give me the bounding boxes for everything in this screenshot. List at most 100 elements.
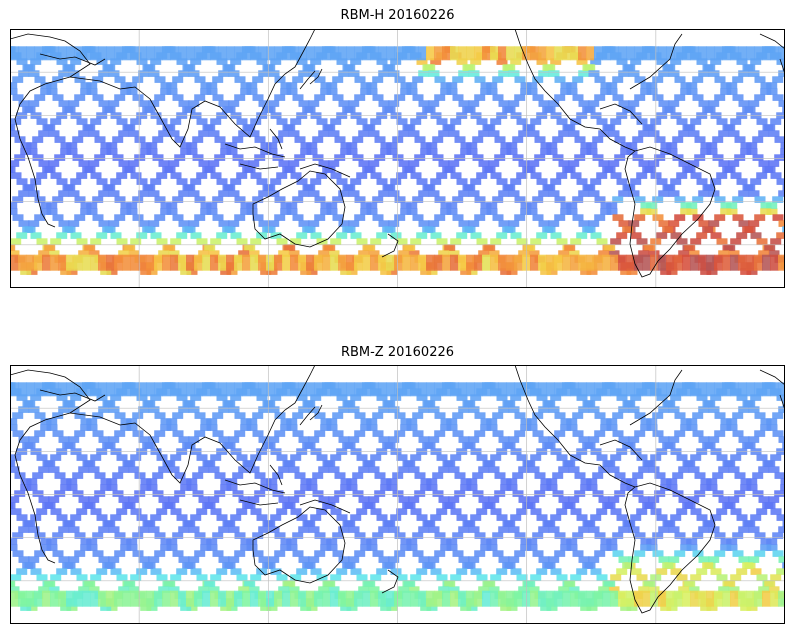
swath-cell	[464, 520, 476, 527]
swath-cell	[336, 178, 348, 185]
swath-cell	[98, 382, 107, 397]
swath-cell	[626, 604, 638, 611]
swath-cell	[50, 454, 62, 461]
swath-cell	[596, 508, 608, 515]
swath-cell	[688, 466, 700, 473]
swath-cell	[192, 490, 204, 497]
swath-cell	[230, 394, 242, 401]
swath-cell	[350, 568, 362, 575]
swath-cell	[134, 472, 146, 479]
swath-cell	[148, 556, 160, 563]
swath-cell	[610, 454, 622, 461]
swath-cell	[568, 496, 580, 503]
swath-cell	[258, 46, 267, 61]
swath-cell	[10, 46, 19, 61]
swath-cell	[114, 430, 126, 437]
swath-cell	[688, 496, 700, 503]
swath-cell	[586, 382, 595, 397]
swath-cell	[392, 154, 404, 161]
swath-cell	[160, 418, 172, 425]
swath-cell	[610, 46, 619, 61]
swath-cell	[326, 88, 338, 95]
swath-cell	[130, 172, 142, 179]
swath-cell	[706, 142, 718, 149]
swath-cell	[420, 268, 432, 275]
swath-cell	[460, 484, 472, 491]
swath-cell	[564, 124, 576, 131]
coastline-path	[39, 389, 106, 402]
swath-cell	[394, 46, 403, 61]
swath-cell	[226, 478, 238, 485]
swath-cell	[676, 508, 688, 515]
swath-cell	[590, 394, 602, 401]
swath-cell	[138, 46, 147, 61]
swath-cell	[146, 604, 158, 611]
swath-cell	[430, 514, 442, 521]
swath-cell	[730, 118, 742, 125]
swath-cell	[62, 442, 74, 449]
swath-cell	[252, 412, 264, 419]
swath-cell	[666, 268, 678, 275]
swath-cell	[232, 136, 244, 143]
swath-cell	[430, 178, 442, 185]
swath-cell	[250, 454, 262, 461]
coastline-path	[629, 369, 683, 426]
swath-cell	[696, 58, 708, 65]
swath-cell	[218, 436, 230, 443]
swath-cell	[360, 202, 372, 209]
swath-cell	[10, 508, 22, 515]
swath-cell	[52, 430, 64, 437]
swath-cell	[678, 250, 690, 257]
swath-cell	[48, 466, 60, 473]
swath-cell	[200, 82, 212, 89]
swath-cell	[288, 496, 300, 503]
swath-cell	[406, 202, 418, 209]
coastline-path	[629, 33, 683, 90]
swath-cell	[602, 254, 611, 271]
swath-cell	[96, 178, 108, 185]
swath-cell	[10, 424, 18, 431]
swath-cell	[724, 244, 736, 251]
swath-cell	[126, 418, 138, 425]
swath-cell	[396, 118, 408, 125]
swath-cell	[518, 586, 530, 593]
swath-cell	[656, 568, 668, 575]
swath-cell	[286, 544, 298, 551]
swath-cell	[750, 178, 762, 185]
swath-cell	[566, 538, 578, 545]
swath-cell	[316, 508, 328, 515]
swath-cell	[160, 538, 172, 545]
swath-cell	[256, 514, 268, 521]
swath-cell	[314, 550, 326, 557]
swath-cell	[226, 268, 238, 275]
swath-cell	[204, 244, 216, 251]
swath-cell	[372, 94, 384, 101]
swath-cell	[408, 250, 420, 257]
swath-cell	[86, 538, 98, 545]
swath-cell	[126, 538, 138, 545]
swath-cell	[10, 208, 18, 215]
swath-cell	[92, 550, 104, 557]
swath-cell	[34, 196, 46, 203]
swath-cell	[718, 496, 730, 503]
swath-cell	[668, 556, 680, 563]
swath-cell	[536, 568, 548, 575]
swath-cell	[376, 178, 388, 185]
swath-cell	[434, 46, 443, 61]
swath-cell	[122, 382, 131, 397]
swath-cell	[196, 508, 208, 515]
swath-cell	[506, 254, 515, 271]
swath-cell	[514, 196, 526, 203]
swath-cell	[716, 508, 728, 515]
swath-cell	[684, 580, 696, 587]
swath-cell	[226, 484, 238, 491]
swath-cell	[742, 64, 754, 71]
swath-cell	[372, 532, 384, 539]
swath-cell	[264, 520, 276, 527]
swath-cell	[378, 406, 390, 413]
swath-cell	[738, 254, 747, 271]
swath-cell	[316, 118, 328, 125]
swath-cell	[314, 532, 326, 539]
swath-cell	[118, 130, 130, 137]
swath-cell	[188, 190, 200, 197]
